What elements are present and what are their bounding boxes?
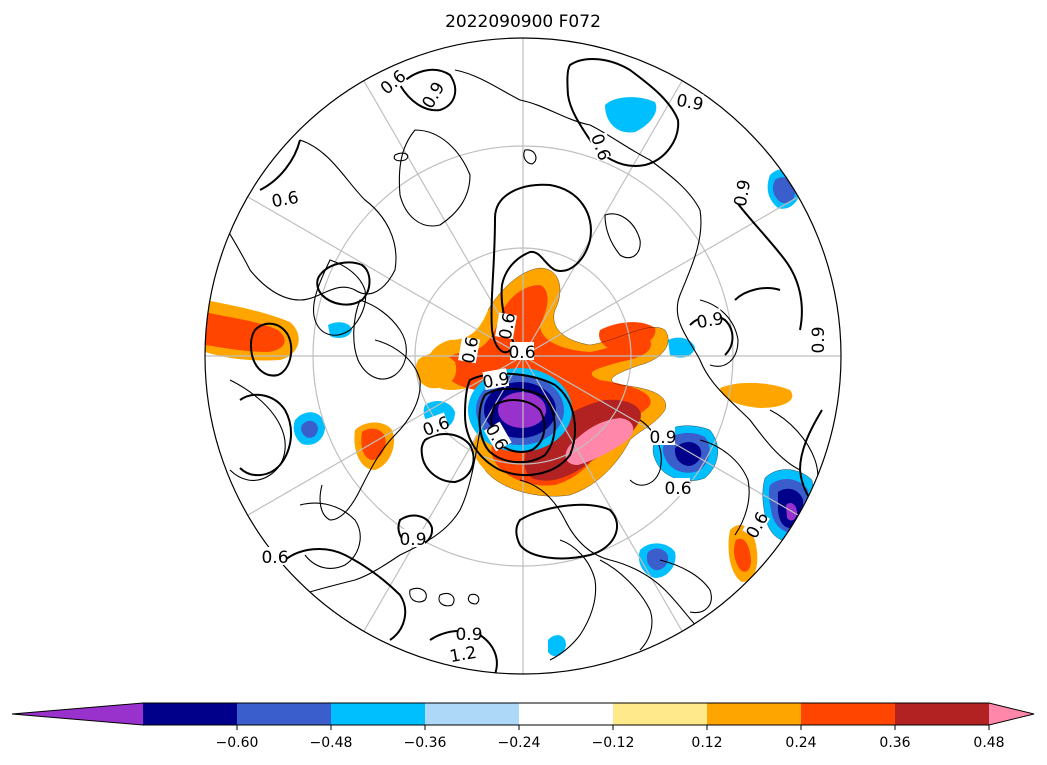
- colorbar-tick-label: −0.12: [592, 735, 635, 751]
- negative-anomaly-east-small: [668, 337, 695, 358]
- positive-anomaly-west-red: [205, 312, 285, 352]
- colorbar-extension-low: [12, 703, 143, 725]
- contour-label: 0.9: [399, 530, 426, 550]
- colorbar-outline: [11, 702, 1035, 726]
- contour-label: 0.6: [459, 335, 483, 365]
- contour-label: 0.6: [508, 343, 535, 363]
- colorbar-segment: [331, 703, 426, 725]
- colorbar-segment: [519, 703, 614, 725]
- contour-lines: [239, 58, 826, 674]
- map-boundary: [204, 37, 842, 675]
- negative-anomaly-europe-mid: [646, 548, 669, 571]
- contour-label: 0.9: [809, 326, 829, 353]
- colorbar-tick-label: −0.36: [404, 735, 447, 751]
- shaded-anomalies: [205, 97, 814, 657]
- contour-label: 0.9: [481, 369, 511, 393]
- colorbar-tick-label: 0.36: [879, 735, 910, 751]
- contour-label: 0.6: [496, 311, 520, 341]
- contour-label: 0.6: [261, 548, 288, 568]
- colorbar-extension-high: [989, 703, 1034, 725]
- colorbar-tick-label: −0.60: [216, 735, 259, 751]
- contour-label: 0.6: [270, 188, 300, 212]
- negative-anomaly-canada: [328, 322, 352, 338]
- colorbar-tick-label: −0.24: [498, 735, 541, 751]
- negative-anomaly-south: [548, 635, 566, 657]
- positive-anomaly-greenland: [415, 353, 457, 389]
- positive-anomaly-pink: [565, 418, 634, 465]
- positive-anomaly-east: [720, 382, 793, 408]
- positive-anomaly-west-small-red: [361, 428, 386, 460]
- colorbar-segment: [895, 703, 990, 725]
- colorbar-segment: [707, 703, 802, 725]
- contour-label: 0.9: [675, 91, 705, 115]
- figure-title: 2022090900 F072: [445, 12, 601, 32]
- positive-anomaly-southeast-red: [734, 538, 751, 572]
- colorbar: −0.60 −0.48 −0.36 −0.24 −0.12 0.12 0.24 0.36 0.4…: [11, 702, 1035, 751]
- colorbar-tick-label: −0.48: [310, 735, 353, 751]
- contour-label: 0.9: [455, 625, 482, 645]
- colorbar-tick-label: 0.12: [691, 735, 722, 751]
- colorbar-tick-label: 0.48: [973, 735, 1004, 751]
- colorbar-segment: [425, 703, 520, 725]
- colorbar-segment: [613, 703, 708, 725]
- contour-label: 0.9: [695, 309, 725, 333]
- colorbar-tick-label: 0.24: [785, 735, 816, 751]
- contour-label: 0.9: [649, 428, 676, 448]
- negative-anomaly-ne-light: [605, 97, 657, 133]
- negative-anomaly-west-mid: [301, 420, 318, 438]
- map-disk: [205, 38, 841, 674]
- contour-label: 1.2: [448, 643, 478, 667]
- colorbar-segment: [801, 703, 896, 725]
- contour-label: 0.9: [731, 178, 755, 208]
- colorbar-segment: [143, 703, 238, 725]
- negative-anomaly-far-east-dark: [772, 177, 796, 204]
- colorbar-segment: [237, 703, 332, 725]
- contour-label: 0.6: [664, 479, 691, 499]
